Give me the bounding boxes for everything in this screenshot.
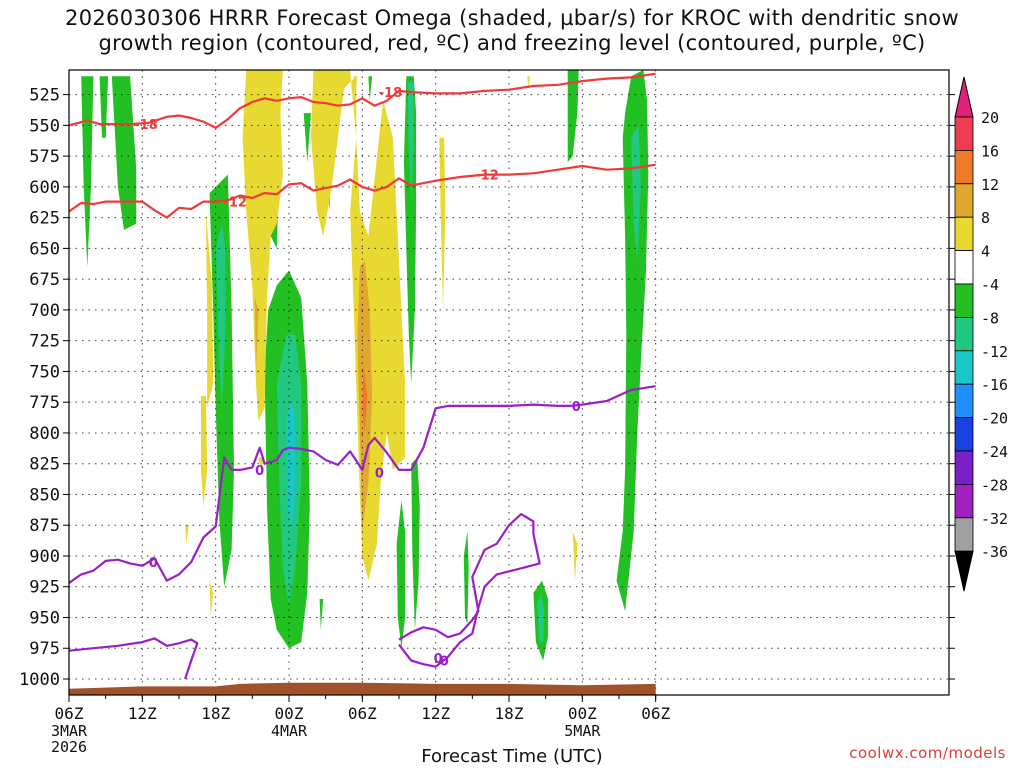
y-tick-label-550: 550 [29, 116, 60, 136]
y-tick-label-750: 750 [29, 362, 60, 382]
y-tick-label-850: 850 [29, 485, 60, 505]
contour-label-2: -12 [223, 196, 247, 211]
colorbar-label-4: 4 [981, 243, 990, 261]
colorbar-label-9: -20 [981, 410, 1008, 428]
y-tick-label-975: 975 [29, 639, 60, 659]
colorbar-label-3: 8 [981, 209, 990, 227]
colorbar-swatch-3 [955, 217, 973, 250]
colorbar-swatch-8 [955, 384, 973, 417]
y-tick-label-700: 700 [29, 301, 60, 321]
x-tick-sub1-42: 5MAR [564, 722, 601, 740]
y-tick-label-575: 575 [29, 147, 60, 167]
contour-label-5: 0 [375, 466, 384, 481]
x-tick-label-0: 06Z [55, 704, 84, 723]
contour-label-4: 0 [255, 464, 264, 479]
y-tick-label-950: 950 [29, 608, 60, 628]
colorbar-swatch-12 [955, 518, 973, 551]
colorbar-swatch-1 [955, 150, 973, 183]
contour-label-7: 0 [149, 556, 158, 571]
y-tick-label-625: 625 [29, 209, 60, 229]
omega-shading [81, 70, 648, 661]
colorbar-swatch-7 [955, 351, 973, 384]
contour-label-9: 0 [440, 655, 449, 670]
omega-cross-section-chart: -18-18-12-120 00000 525550575600625650675… [0, 0, 1024, 768]
y-tick-label-900: 900 [29, 547, 60, 567]
colorbar-label-13: -36 [981, 543, 1008, 561]
colorbar-label-0: 20 [981, 109, 999, 127]
colorbar: 20 16 12 8 4 -4 -8 -12 -16 -20 -24 -28 -32 -36 [955, 77, 1008, 591]
colorbar-label-11: -28 [981, 476, 1008, 494]
x-tick-label-42: 00Z [568, 704, 597, 723]
omega-region-30 [439, 138, 445, 310]
colorbar-label-7: -12 [981, 343, 1008, 361]
omega-region-0 [81, 76, 93, 267]
omega-region-15 [397, 501, 406, 649]
y-tick-label-825: 825 [29, 455, 60, 475]
colorbar-label-5: -4 [981, 276, 999, 294]
y-tick-label-775: 775 [29, 393, 60, 413]
colorbar-swatch-6 [955, 317, 973, 350]
colorbar-swatch-11 [955, 484, 973, 517]
omega-region-11 [320, 599, 324, 630]
colorbar-top-arrow [955, 77, 973, 117]
x-tick-label-6: 12Z [128, 704, 157, 723]
omega-region-9 [304, 113, 311, 162]
colorbar-label-6: -8 [981, 309, 999, 327]
contour-label-1: -18 [379, 86, 403, 101]
y-tick-label-650: 650 [29, 239, 60, 259]
y-tick-label-800: 800 [29, 424, 60, 444]
contour-label-0: -18 [134, 118, 158, 133]
colorbar-swatch-10 [955, 451, 973, 484]
x-tick-label-30: 12Z [421, 704, 450, 723]
colorbar-swatch-4 [955, 251, 973, 284]
colorbar-swatch-2 [955, 184, 973, 217]
contour-label-6: 0 [572, 400, 581, 415]
freezing-contour-1 [69, 638, 197, 679]
colorbar-label-12: -32 [981, 510, 1008, 528]
omega-region-28 [185, 525, 189, 544]
x-tick-label-24: 06Z [348, 704, 377, 723]
y-tick-label-875: 875 [29, 516, 60, 536]
omega-region-16 [411, 458, 420, 630]
y-tick-label-675: 675 [29, 270, 60, 290]
omega-region-2 [100, 76, 109, 138]
dgz-contour-1 [69, 165, 656, 218]
colorbar-swatch-0 [955, 117, 973, 150]
credit-text: coolwx.com/models [849, 744, 1006, 762]
colorbar-label-8: -16 [981, 376, 1008, 394]
colorbar-swatch-9 [955, 418, 973, 451]
contour-label-3: -12 [475, 169, 499, 184]
freezing-contour-2 [399, 514, 540, 667]
y-tick-label-725: 725 [29, 332, 60, 352]
y-tick-label-925: 925 [29, 578, 60, 598]
x-tick-sub1-18: 4MAR [271, 722, 308, 740]
colorbar-bottom-arrow [955, 551, 973, 591]
omega-region-26 [201, 396, 207, 507]
x-tick-label-48: 06Z [641, 704, 670, 723]
y-tick-label-600: 600 [29, 178, 60, 198]
x-tick-label-36: 18Z [495, 704, 524, 723]
omega-region-12 [368, 76, 372, 101]
y-tick-label-1000: 1000 [19, 670, 60, 690]
grid-lines [69, 70, 949, 695]
dendritic-contours [69, 74, 656, 218]
colorbar-swatch-5 [955, 284, 973, 317]
x-tick-label-18: 00Z [275, 704, 304, 723]
omega-region-17 [464, 531, 469, 623]
y-tick-label-525: 525 [29, 86, 60, 106]
colorbar-label-2: 12 [981, 176, 999, 194]
omega-region-29 [210, 581, 214, 618]
omega-region-1 [112, 76, 136, 230]
colorbar-label-10: -24 [981, 443, 1008, 461]
colorbar-label-1: 16 [981, 142, 999, 160]
x-tick-label-12: 18Z [201, 704, 230, 723]
